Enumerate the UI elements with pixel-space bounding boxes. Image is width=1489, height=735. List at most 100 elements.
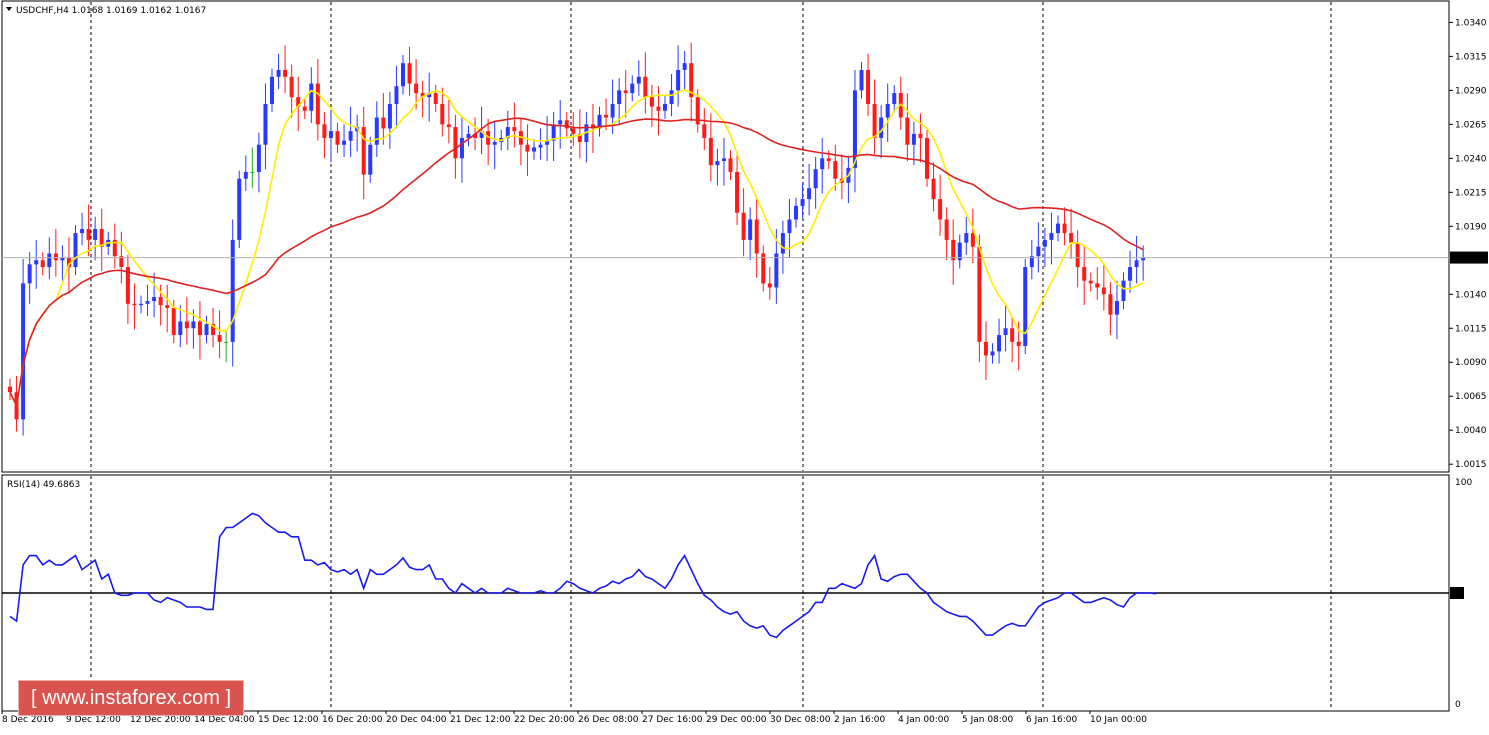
ma-fast-line — [9, 89, 1144, 409]
moving-averages — [9, 89, 1144, 409]
price-panel-frame — [1, 0, 1450, 473]
candle-body — [296, 97, 301, 107]
candle-body — [558, 120, 563, 125]
candle-body — [604, 114, 609, 118]
candle-body — [1141, 257, 1146, 261]
candle-body — [1108, 294, 1113, 315]
candle-body — [73, 233, 78, 268]
candle-body — [368, 144, 373, 175]
time-tick-label: 10 Jan 00:00 — [1090, 715, 1147, 725]
candle-body — [80, 229, 85, 234]
rsi-tick-label: 0 — [1455, 700, 1461, 710]
candle-body — [473, 133, 478, 138]
candle-body — [86, 229, 91, 240]
candle-body — [584, 124, 589, 143]
candle-body — [1042, 239, 1047, 247]
candle-body — [197, 321, 202, 336]
candle-body — [532, 147, 536, 152]
candle-body — [748, 219, 753, 240]
price-tick-label: 1.0190 — [1455, 222, 1487, 232]
candle-body — [283, 69, 288, 77]
candle-body — [590, 124, 595, 129]
candle-body — [682, 63, 687, 70]
candle-body — [492, 142, 497, 145]
candle-body — [885, 103, 890, 118]
candle-body — [139, 303, 143, 306]
ma-slow-line — [9, 117, 1144, 409]
candle-body — [47, 253, 52, 268]
price-tick-label: 1.0015 — [1455, 460, 1487, 470]
candle-body — [53, 253, 58, 261]
candle-body — [774, 253, 779, 288]
candle-body — [132, 303, 137, 306]
candle-body — [184, 321, 189, 329]
candle-body — [872, 103, 877, 138]
time-tick-label: 12 Dec 20:00 — [130, 715, 191, 725]
candle-body — [60, 257, 65, 261]
candle-body — [178, 321, 183, 336]
candle-body — [741, 212, 746, 240]
candle-body — [1036, 246, 1041, 257]
price-tick-label: 1.0040 — [1455, 426, 1487, 436]
candle-body — [813, 169, 818, 189]
candle-body — [8, 386, 12, 393]
candle-body — [302, 106, 307, 111]
candle-body — [315, 83, 320, 125]
candle-body — [617, 90, 622, 104]
candle-body — [623, 90, 628, 94]
dropdown-triangle-icon[interactable] — [6, 7, 12, 11]
candle-body — [1023, 267, 1028, 346]
time-tick-label: 30 Dec 08:00 — [770, 715, 831, 725]
price-tick-label: 1.0115 — [1455, 324, 1487, 334]
candle-body — [754, 219, 759, 254]
time-tick-label: 9 Dec 12:00 — [66, 715, 121, 725]
candle-body — [787, 219, 792, 234]
candle-body — [630, 83, 635, 94]
candle-body — [276, 69, 281, 77]
price-tick-label: 1.0290 — [1455, 86, 1487, 96]
candle-body — [263, 103, 268, 145]
time-tick-label: 20 Dec 04:00 — [386, 715, 447, 725]
candle-body — [459, 137, 464, 159]
candle-body — [1056, 223, 1060, 234]
candle-body — [643, 76, 648, 98]
price-axis: 1.0340 1.0315 1.0290 1.0265 1.0240 1.0215 1.01… — [1449, 18, 1488, 710]
time-tick-label: 21 Dec 12:00 — [450, 715, 511, 725]
candle-body — [420, 93, 425, 98]
candle-body — [964, 233, 969, 243]
rsi-line — [9, 512, 1157, 639]
candle-body — [322, 124, 327, 138]
candle-body — [440, 103, 445, 125]
candle-body — [545, 140, 550, 145]
candle-body — [636, 76, 641, 84]
candle-body — [505, 127, 510, 138]
candle-body — [1128, 267, 1133, 281]
candle-body — [237, 178, 242, 240]
time-tick-label: 5 Jan 08:00 — [962, 715, 1014, 725]
candle-body — [721, 158, 726, 162]
candle-body — [335, 131, 340, 145]
candle-body — [944, 219, 949, 240]
candle-body — [1134, 260, 1139, 268]
rsi-tick-label: 100 — [1455, 478, 1472, 488]
price-tick-label: 1.0240 — [1455, 154, 1487, 164]
candle-body — [1075, 242, 1080, 268]
candle-body — [571, 128, 576, 134]
time-tick-label: 29 Dec 00:00 — [706, 715, 767, 725]
candle-body — [348, 131, 353, 141]
candle-body — [997, 335, 1002, 352]
candle-body — [800, 199, 805, 206]
current-price-box — [1450, 251, 1488, 264]
candle-body — [171, 307, 176, 336]
candle-body — [34, 260, 39, 265]
candle-body — [66, 257, 71, 268]
candle-body — [807, 188, 812, 200]
candle-body — [669, 90, 674, 104]
candle-body — [728, 158, 733, 172]
candle-body — [466, 133, 471, 138]
candle-body — [217, 335, 222, 342]
candle-body — [342, 140, 347, 145]
candle-body — [250, 171, 255, 173]
